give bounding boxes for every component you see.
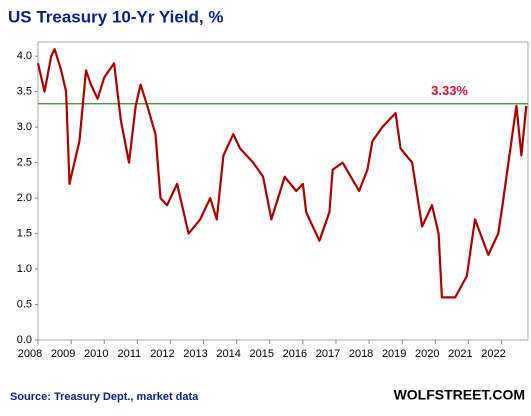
x-tick-label: 2014	[216, 348, 240, 360]
x-tick-label: 2016	[283, 348, 307, 360]
source: Source: Treasury Dept., market data	[10, 391, 199, 403]
x-tick-label: 2021	[448, 348, 472, 360]
x-tick-label: 2019	[382, 348, 406, 360]
x-tick-label: 2022	[481, 348, 505, 360]
y-tick-label: 1.0	[17, 263, 32, 275]
chart-title: US Treasury 10-Yr Yield, %	[8, 7, 223, 26]
x-tick-label: 2018	[349, 348, 373, 360]
y-tick-label: 2.0	[17, 192, 32, 204]
x-tick-label: 2013	[183, 348, 207, 360]
y-tick-label: 4.0	[17, 50, 32, 62]
line	[36, 48, 528, 299]
x-tick-label: 2020	[415, 348, 439, 360]
x-tick-label: 2015	[250, 348, 274, 360]
y-tick-label: 2.5	[17, 157, 32, 169]
y-tick-label: 0.0	[17, 334, 32, 346]
x-tick-label: 2017	[316, 348, 340, 360]
x-tick-label: 2008	[18, 348, 42, 360]
x-tick-label: 2009	[51, 348, 75, 360]
x-tick-label: 2010	[84, 348, 108, 360]
reference-label: 3.33%	[431, 83, 468, 98]
y-tick-label: 3.0	[17, 121, 32, 133]
x-tick-label: 2011	[117, 348, 141, 360]
y-tick-label: 0.5	[17, 298, 32, 310]
plot-frame	[37, 41, 529, 341]
y-tick-label: 1.5	[17, 227, 32, 239]
x-tick-label: 2012	[150, 348, 174, 360]
y-tick-label: 3.5	[17, 86, 32, 98]
brand: WOLFSTREET.COM	[394, 387, 525, 403]
